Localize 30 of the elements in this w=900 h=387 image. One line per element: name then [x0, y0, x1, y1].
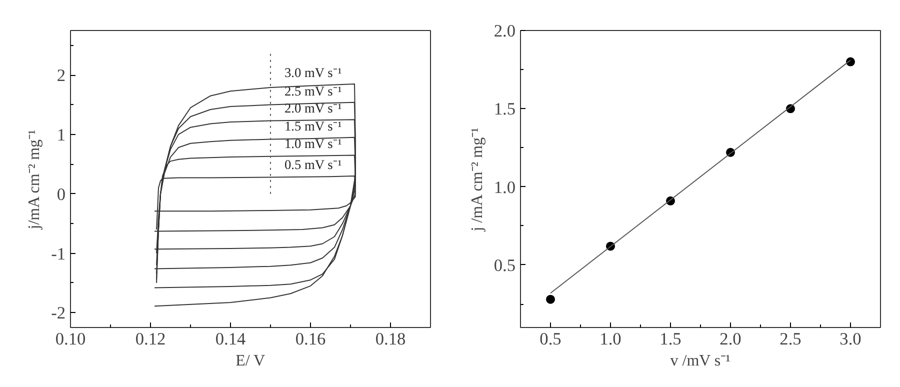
series-label: 1.5 mV s⁻¹	[284, 118, 342, 134]
x-tick-label: 0.12	[135, 330, 166, 348]
x-tick-label: 0.16	[295, 330, 326, 348]
y-tick-label: -2	[51, 304, 66, 323]
x-tick-label: 0.18	[375, 330, 406, 348]
y-tick-label: 0	[56, 184, 66, 204]
x-tick-label: 0.10	[55, 330, 86, 348]
series-label: 2.5 mV s⁻¹	[284, 83, 342, 98]
x-tick-label: 0.5	[540, 330, 562, 348]
x-axis-title: E/ V	[236, 352, 266, 370]
text: 1.0	[600, 330, 622, 348]
y-tick-label: 1.0	[494, 178, 516, 197]
x-tick-label: 0.14	[215, 330, 246, 348]
y-tick-label: 1	[56, 125, 66, 144]
x-tick-label: 1.5	[660, 330, 682, 348]
series-label: 2.0 mV s⁻¹	[284, 100, 342, 116]
x-axis-title: v /mV s⁻¹	[670, 352, 731, 370]
series-label: 1.0 mV s⁻¹	[284, 136, 342, 152]
y-tick-label: 2.0	[494, 22, 516, 40]
y-tick-label: -1	[51, 244, 66, 264]
x-tick-label: 2.5	[780, 330, 802, 348]
y-tick-label: 0.5	[494, 256, 516, 275]
y-tick-label: 1.5	[494, 100, 516, 119]
y-tick-label: 2	[56, 66, 66, 86]
series-label: 0.5 mV s⁻¹	[284, 157, 342, 172]
text: 2.0	[720, 330, 742, 348]
y-axis-title: j /mA cm⁻² mg⁻¹	[468, 127, 486, 232]
text: 3.0	[840, 330, 862, 348]
y-axis-title: j/mA cm⁻² mg⁻¹	[26, 129, 44, 230]
series-label: 3.0 mV s⁻¹	[284, 64, 342, 80]
